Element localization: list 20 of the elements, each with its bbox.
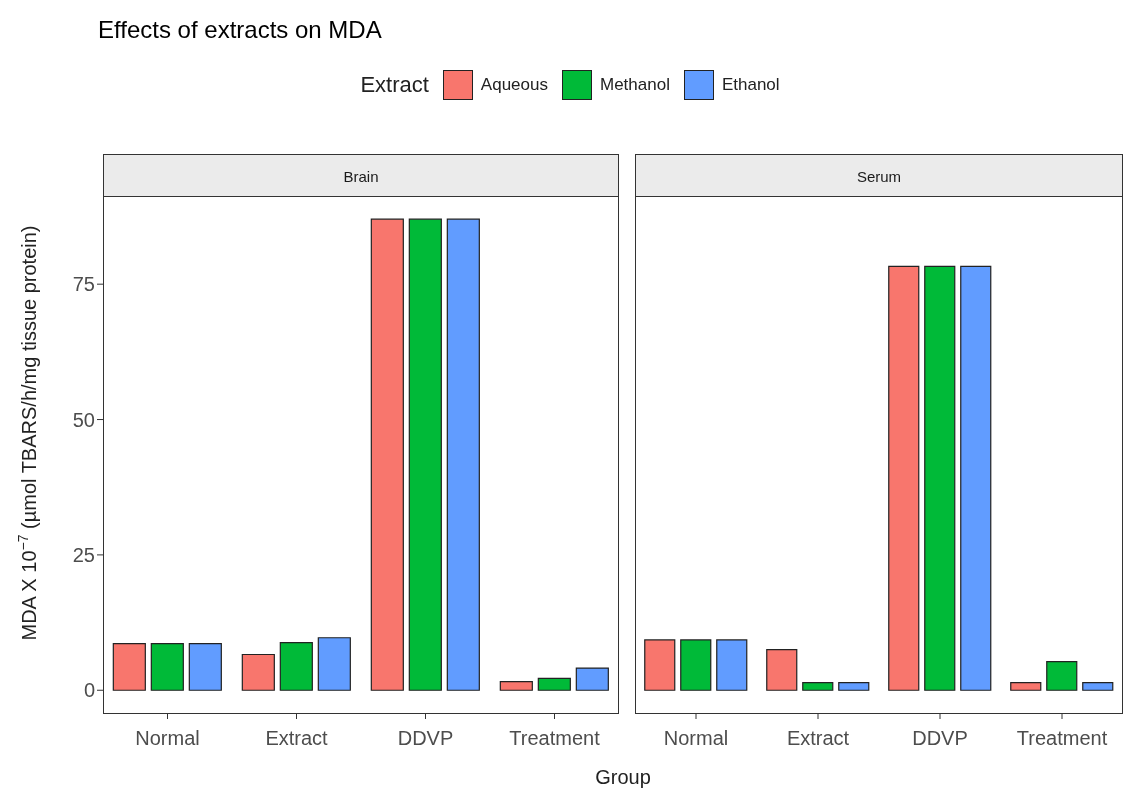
y-tick-label: 0 (83, 679, 95, 702)
x-tick-label: Extract (786, 727, 850, 750)
y-tick-label: 75 (72, 273, 95, 296)
legend-label: Methanol (599, 75, 670, 95)
x-tick-label: Treatment (1016, 727, 1108, 750)
x-tick-label: DDVP (397, 727, 454, 750)
y-tick-label: 25 (72, 544, 95, 566)
chart-subtitle: Serum (635, 154, 1123, 197)
x-tick-label: Extract (265, 727, 329, 750)
chart-subtitle: Brain (103, 154, 619, 197)
x-tick-label: DDVP (912, 727, 968, 750)
legend-label: Ethanol (721, 75, 780, 95)
chart-title: Effects of extracts on MDA (98, 16, 382, 44)
x-tick-label: Normal (135, 727, 200, 750)
x-tick-label: Normal (663, 727, 729, 750)
x-axis-title: Group (594, 766, 652, 789)
legend-title: Extract (360, 72, 429, 98)
x-tick-label: Treatment (509, 727, 601, 750)
y-tick-label: 50 (72, 408, 95, 431)
legend-label: Aqueous (480, 75, 548, 95)
